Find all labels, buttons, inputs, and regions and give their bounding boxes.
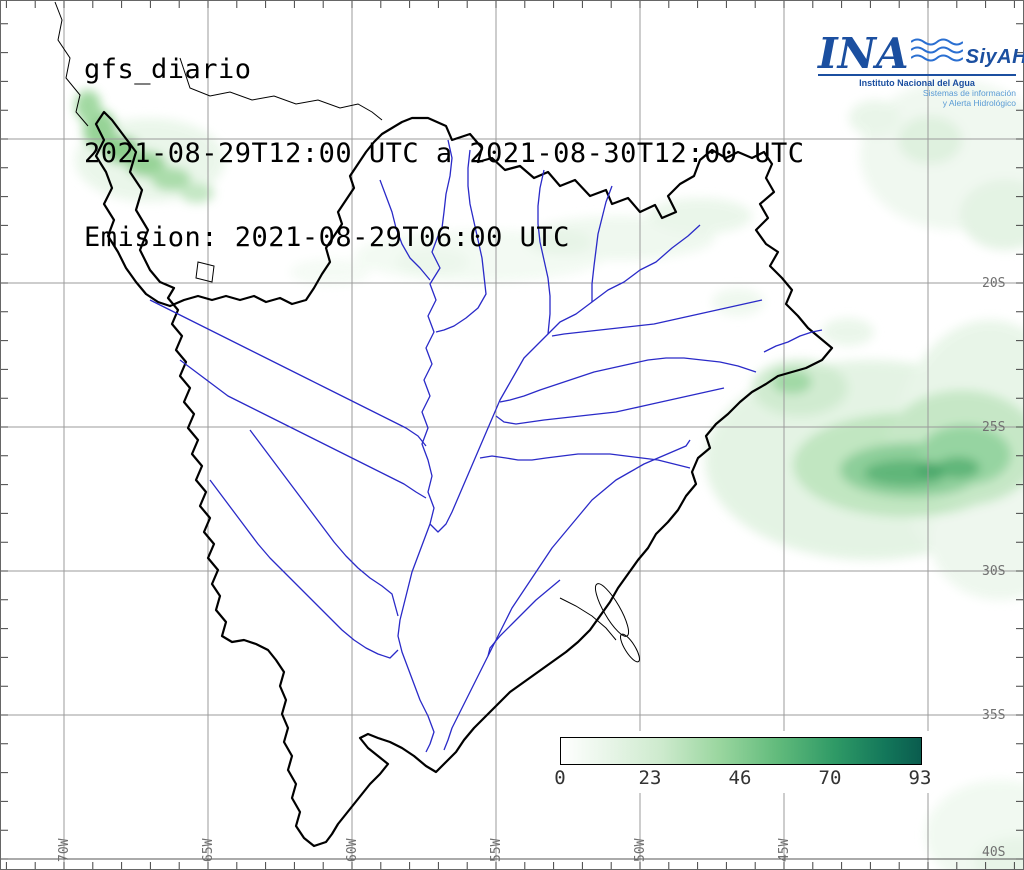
country-borders: [54, 1, 617, 641]
precipitation-shading: [75, 80, 1024, 870]
ina-siyah-logo: INA SiyAH Instituto Nacional del Agua Si…: [818, 29, 1024, 108]
product-name: gfs_diario: [84, 54, 252, 85]
lat-label-25s: 25S: [982, 420, 1006, 435]
siyah-wordmark: SiyAH: [965, 45, 1024, 68]
ina-wordmark: INA: [818, 29, 909, 78]
colorbar-tick-93: 93: [908, 767, 932, 789]
logo-rule: [818, 73, 1016, 76]
lat-label-30s: 30S: [982, 564, 1006, 579]
lon-label-50w: 50W: [633, 838, 648, 862]
logo-institution: Instituto Nacional del Agua: [859, 77, 975, 88]
water-waves-icon: [909, 37, 964, 67]
colorbar-tick-70: 70: [818, 767, 842, 789]
basin-outline: [94, 110, 834, 848]
emission-time: Emision: 2021-08-29T06:00 UTC: [84, 222, 570, 253]
lon-label-70w: 70W: [57, 838, 72, 862]
lon-label-55w: 55W: [489, 838, 504, 862]
colorbar-tick-0: 0: [554, 767, 566, 789]
colorbar: 0 23 46 70 93: [548, 731, 932, 793]
lat-label-20s: 20S: [982, 276, 1006, 291]
title-block: gfs_diario 2021-08-29T12:00 UTC a 2021-0…: [84, 0, 804, 308]
lon-label-65w: 65W: [201, 838, 216, 862]
logo-tagline-1: Sistemas de información: [922, 87, 1016, 98]
lon-label-45w: 45W: [777, 838, 792, 862]
colorbar-gradient: [560, 737, 922, 765]
colorbar-tick-46: 46: [728, 767, 752, 789]
coastal-lagoons: [594, 583, 640, 663]
lon-label-60w: 60W: [345, 838, 360, 862]
logo-tagline-2: y Alerta Hidrológico: [942, 97, 1016, 108]
colorbar-tick-23: 23: [638, 767, 662, 789]
valid-period: 2021-08-29T12:00 UTC a 2021-08-30T12:00 …: [84, 138, 805, 169]
lat-label-40s: 40S: [982, 845, 1006, 860]
rivers: [149, 139, 823, 753]
lat-label-35s: 35S: [982, 708, 1006, 723]
